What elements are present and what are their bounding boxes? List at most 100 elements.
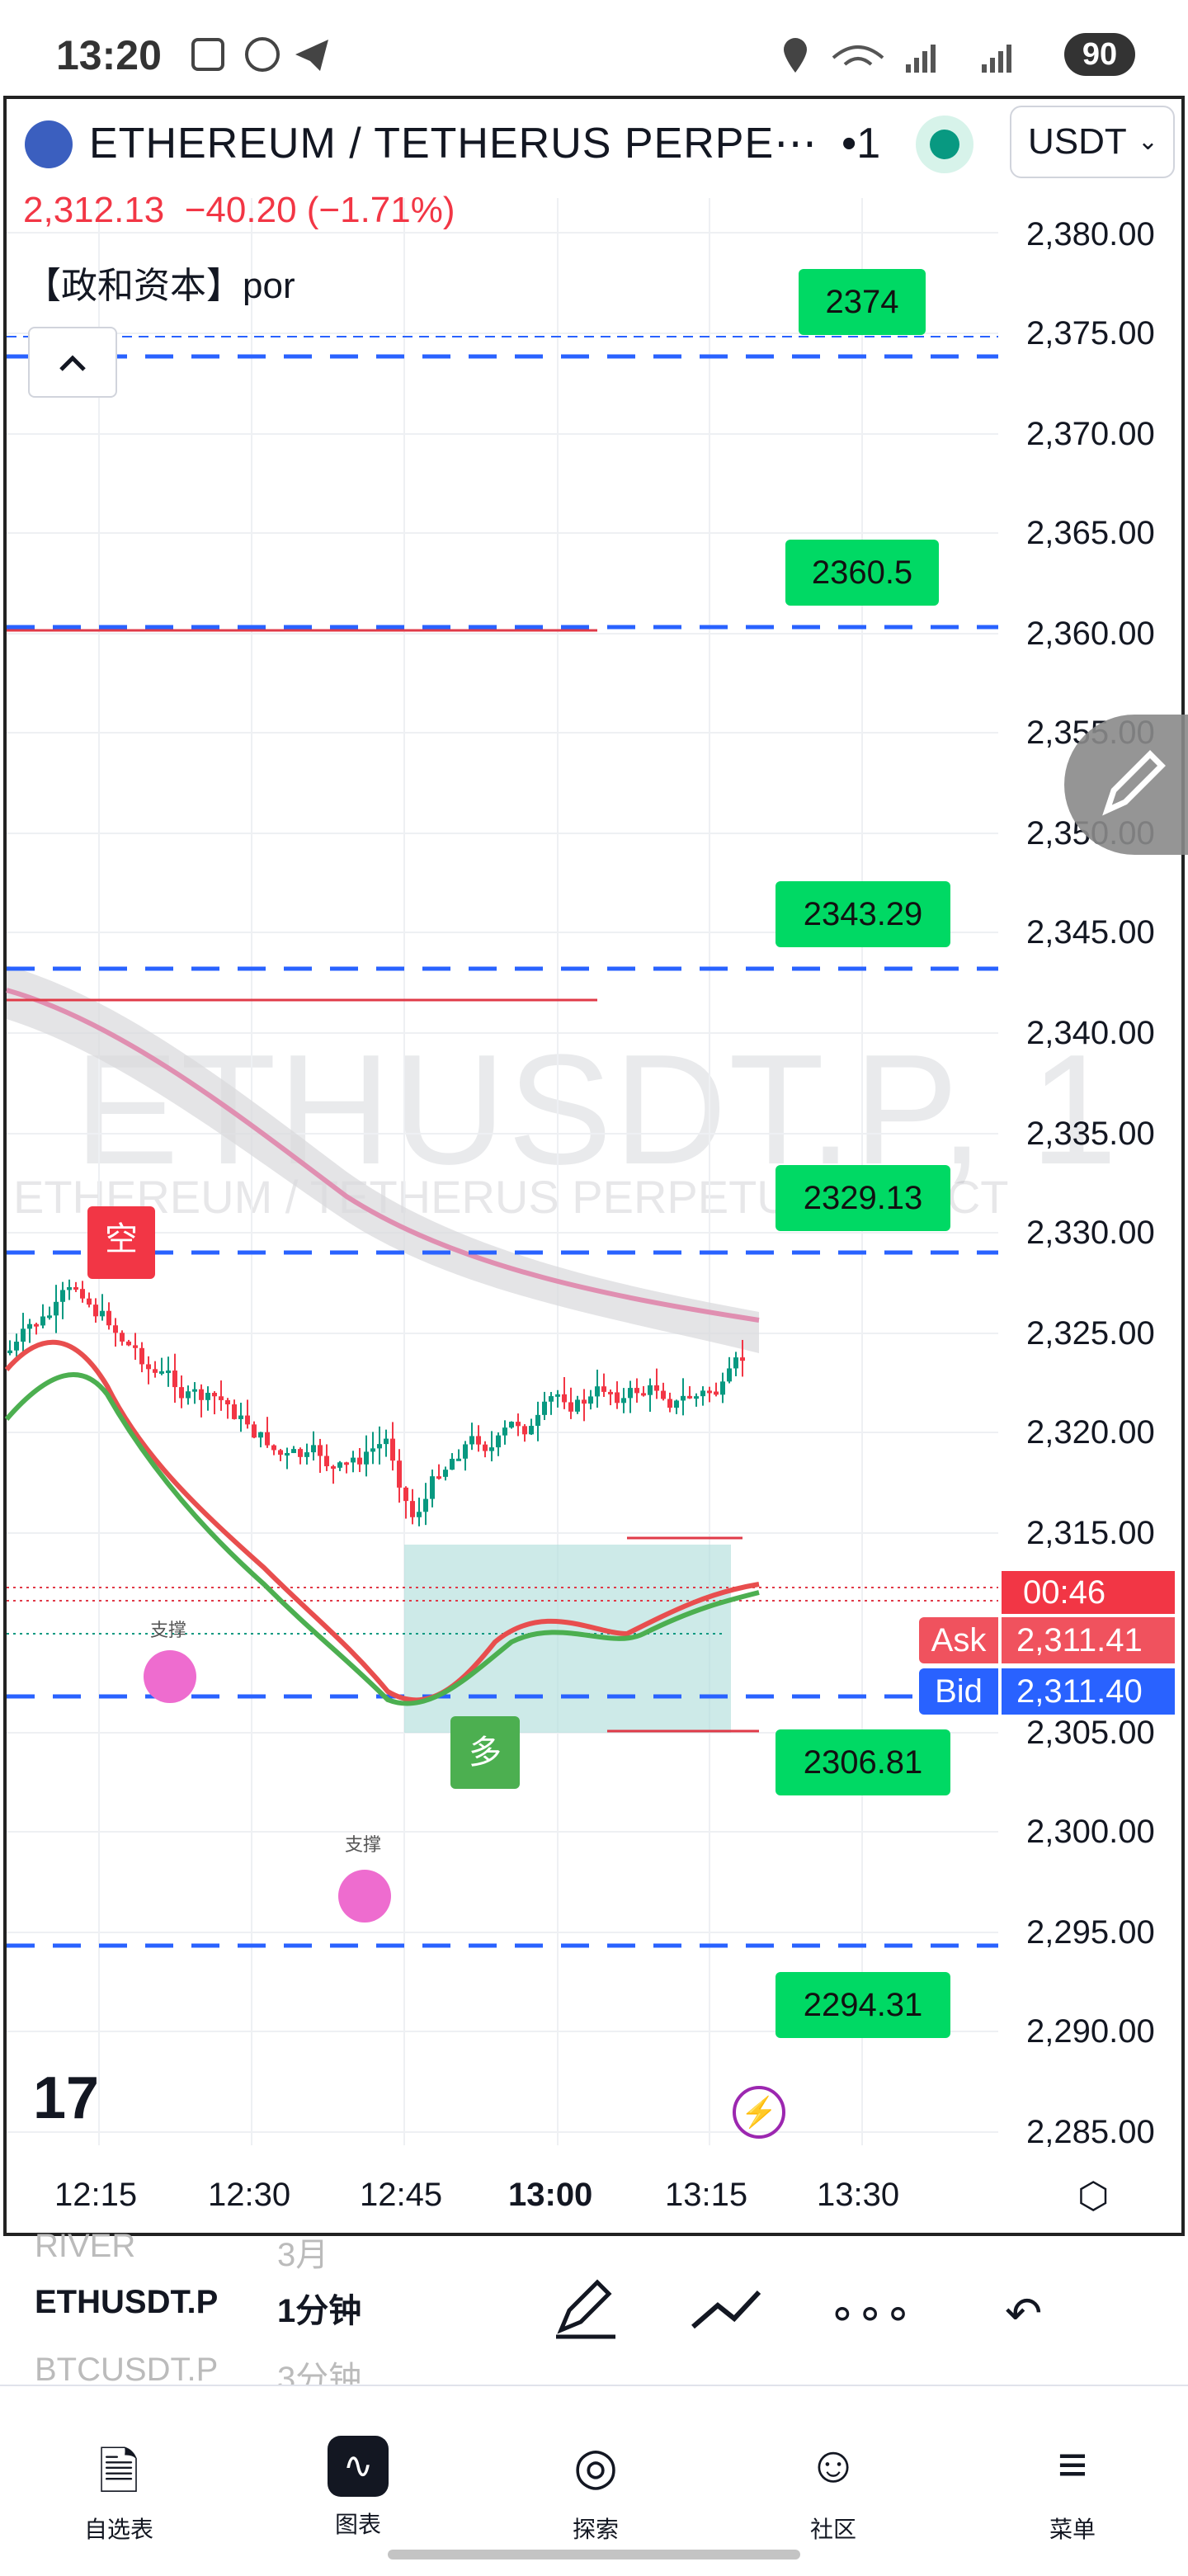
candle-body [509, 1422, 514, 1428]
lightning-icon[interactable]: ⚡ [733, 2086, 785, 2139]
ethereum-logo-icon [25, 120, 73, 168]
level-label: 2294.31 [776, 1972, 950, 2038]
currency-label: USDT [1028, 121, 1127, 162]
candle-body [311, 1445, 316, 1453]
support-marker [338, 1870, 391, 1923]
price-tick: 2,375.00 [1026, 315, 1155, 351]
level-label: 2329.13 [776, 1165, 950, 1231]
candle-body [615, 1392, 620, 1404]
more-icon[interactable]: ∘∘∘ [828, 2289, 912, 2338]
candle-body [469, 1436, 474, 1445]
chart-settings-icon[interactable]: ⬡ [1077, 2176, 1110, 2216]
candle-body [608, 1391, 613, 1394]
support-marker [144, 1650, 196, 1703]
interval-item-active[interactable]: 1分钟 [277, 2293, 362, 2329]
trendline-icon[interactable] [685, 2277, 767, 2343]
candle-body [357, 1457, 362, 1465]
draw-pen-icon[interactable] [544, 2277, 627, 2343]
battery-indicator: 90 [1064, 33, 1135, 76]
price-tick: 2,345.00 [1026, 914, 1155, 951]
interval-item[interactable]: 3月 [277, 2237, 329, 2273]
nav-label: 菜单 [1049, 2517, 1096, 2542]
nav-chart[interactable]: ∿ 图表 [276, 2386, 441, 2540]
market-open-dot [930, 130, 959, 159]
slow-ma-line [4, 1372, 760, 1706]
whatsapp-icon [245, 37, 280, 72]
nav-explore[interactable]: ◎ 探索 [513, 2386, 678, 2545]
candle-body [205, 1393, 210, 1400]
bid-price: 2,311.40 [1002, 1668, 1175, 1715]
candle-body [463, 1444, 468, 1459]
time-tick: 13:15 [665, 2177, 748, 2213]
candle-body [298, 1449, 303, 1457]
candle-body [502, 1427, 507, 1436]
candle-body [252, 1424, 257, 1438]
candle-body [159, 1371, 164, 1374]
price-tick: 2,300.00 [1026, 1814, 1155, 1850]
candle-body [80, 1289, 85, 1299]
status-app-icons [191, 37, 328, 72]
candle-body [153, 1369, 158, 1373]
candlesticks [7, 1279, 745, 1526]
price-tick: 2,335.00 [1026, 1116, 1155, 1152]
undo-icon[interactable]: ↶ [1005, 2289, 1043, 2338]
price-tick: 2,360.00 [1026, 616, 1155, 652]
price-tick: 2,290.00 [1026, 2013, 1155, 2050]
symbol-item[interactable]: RIVER [35, 2228, 136, 2264]
price-chart[interactable] [0, 0, 1188, 2236]
chart-frame[interactable] [3, 96, 1185, 2236]
nav-community[interactable]: ☺ 社区 [751, 2386, 916, 2545]
candle-body [186, 1391, 191, 1399]
bid-label: Bid [919, 1668, 998, 1715]
price-tick: 2,340.00 [1026, 1015, 1155, 1051]
candle-body [390, 1438, 395, 1461]
candle-body [166, 1371, 171, 1374]
candle-body [245, 1415, 250, 1425]
currency-selector[interactable]: USDT ⌄ [1010, 106, 1175, 178]
candle-body [417, 1512, 422, 1517]
symbol-title[interactable]: ETHEREUM / TETHERUS PERPE⋯ [89, 120, 818, 167]
candle-body [146, 1364, 151, 1370]
candle-body [681, 1395, 686, 1401]
price-tick: 2,365.00 [1026, 515, 1155, 551]
candle-body [73, 1287, 78, 1290]
candle-body [324, 1455, 329, 1467]
nav-menu[interactable]: ≡ 菜单 [990, 2386, 1155, 2545]
candle-body [40, 1316, 45, 1326]
nav-watchlist[interactable]: 🗎 自选表 [36, 2386, 201, 2545]
candle-body [54, 1301, 59, 1316]
ask-label: Ask [919, 1617, 998, 1663]
support-label: 支撑 [150, 1620, 187, 1640]
candle-body [661, 1390, 666, 1399]
price-tick: 2,370.00 [1026, 416, 1155, 452]
home-indicator[interactable] [388, 2550, 800, 2559]
wifi-icon [832, 45, 884, 59]
drawing-edit-button[interactable] [1064, 715, 1188, 855]
nav-label: 图表 [334, 2512, 381, 2537]
indicator-legend[interactable]: 【政和资本】por [25, 266, 295, 306]
candle-body [291, 1449, 296, 1454]
interval-indicator[interactable]: •1 [842, 120, 881, 167]
collapse-legend-button[interactable] [28, 327, 117, 398]
chevron-down-icon: ⌄ [1137, 128, 1158, 155]
candle-body [278, 1450, 283, 1455]
symbol-item-active[interactable]: ETHUSDT.P [35, 2284, 219, 2320]
watchlist-icon: 🗎 [98, 2444, 139, 2501]
candle-body [714, 1391, 719, 1395]
candle-body [595, 1386, 600, 1397]
candle-body [648, 1385, 653, 1395]
long-signal-badge: 多 [450, 1716, 520, 1789]
candle-body [410, 1501, 415, 1517]
level-label: 2306.81 [776, 1729, 950, 1795]
candle-body [192, 1389, 197, 1392]
candle-body [720, 1381, 725, 1395]
candle-body [93, 1305, 98, 1317]
candle-body [219, 1396, 224, 1400]
candle-body [364, 1451, 369, 1465]
candle-body [529, 1426, 534, 1435]
symbol-item[interactable]: BTCUSDT.P [35, 2352, 219, 2388]
candle-body [47, 1315, 52, 1319]
price-tick: 2,330.00 [1026, 1215, 1155, 1251]
menu-icon: ≡ [1057, 2437, 1088, 2493]
candle-body [628, 1388, 633, 1399]
